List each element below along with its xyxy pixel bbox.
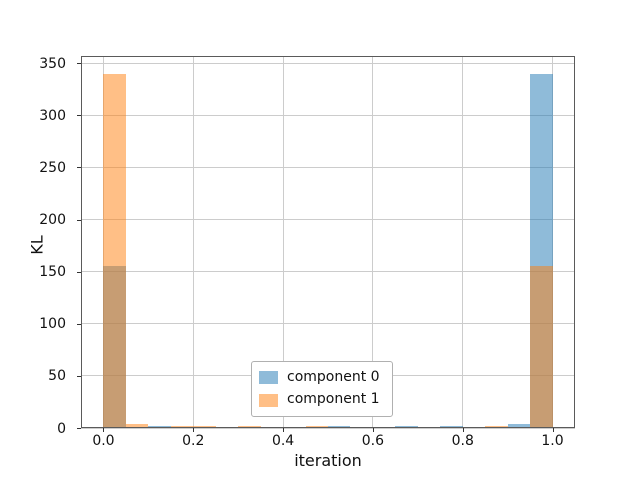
y-gridline	[81, 427, 575, 429]
x-tick-label: 0.4	[271, 433, 295, 449]
histogram-bar-component-1	[103, 73, 126, 428]
legend-swatch-component-0-icon	[259, 371, 278, 385]
y-tick-mark	[77, 219, 81, 221]
legend-entry-component-1: component 1	[259, 391, 380, 408]
y-gridline	[81, 271, 575, 273]
histogram-bar-component-0	[395, 425, 418, 428]
histogram-bar-component-1	[372, 426, 396, 428]
x-tick-label: 1.0	[541, 433, 564, 449]
y-tick-mark	[77, 428, 81, 429]
y-tick-label: 0	[57, 420, 66, 437]
y-gridline	[81, 323, 575, 325]
y-gridline	[81, 166, 575, 168]
legend: component 0 component 1	[251, 361, 393, 417]
x-gridline	[372, 56, 374, 428]
histogram-bar-component-0	[440, 426, 463, 428]
histogram-bar-component-1	[462, 426, 486, 428]
y-tick-label: 150	[39, 264, 66, 281]
y-gridline	[81, 114, 575, 116]
y-gridline	[81, 62, 575, 64]
x-tick-label: 0.8	[451, 433, 474, 449]
x-gridline	[462, 56, 464, 428]
x-tick-mark	[103, 428, 105, 432]
x-tick-mark	[283, 428, 285, 432]
x-tick-label: 0.2	[182, 433, 205, 449]
x-tick-label: 0.6	[361, 433, 385, 449]
y-tick-mark	[77, 375, 81, 377]
y-tick-mark	[77, 323, 81, 325]
histogram-bar-component-0	[148, 425, 171, 428]
y-tick-mark	[77, 167, 81, 169]
y-axis-label: KL	[27, 235, 47, 255]
histogram-bar-component-1	[530, 266, 553, 428]
y-tick-label: 50	[48, 368, 66, 385]
y-gridline	[81, 219, 575, 221]
y-tick-label: 100	[39, 316, 66, 333]
histogram-bar-component-1	[305, 426, 328, 428]
histogram-bar-component-1	[485, 426, 508, 428]
y-tick-label: 300	[39, 107, 66, 124]
y-tick-mark	[77, 271, 81, 273]
x-gridline	[552, 56, 554, 428]
x-gridline	[282, 56, 284, 428]
legend-label-component-1: component 1	[287, 391, 380, 408]
legend-entry-component-0: component 0	[259, 369, 380, 385]
histogram-bar-component-0	[507, 424, 531, 428]
histogram-bar-component-0	[328, 426, 351, 428]
x-tick-mark	[552, 428, 554, 432]
y-tick-label: 350	[39, 55, 66, 72]
histogram-bar-component-0	[417, 426, 441, 428]
legend-swatch-component-1-icon	[259, 393, 278, 407]
x-tick-mark	[462, 428, 464, 432]
y-tick-mark	[77, 63, 81, 65]
x-gridline	[192, 56, 194, 428]
x-tick-mark	[372, 428, 374, 432]
x-tick-mark	[193, 428, 195, 432]
x-axis-label: iteration	[294, 451, 362, 470]
x-tick-label: 0.0	[92, 433, 115, 449]
histogram-bar-component-1	[125, 423, 149, 428]
y-tick-mark	[77, 115, 81, 117]
histogram-bar-component-1	[193, 426, 216, 428]
histogram-bar-component-1	[170, 426, 194, 428]
y-tick-label: 250	[39, 159, 66, 176]
legend-label-component-0: component 0	[287, 369, 380, 385]
histogram-bar-component-1	[238, 425, 261, 428]
y-tick-label: 200	[39, 212, 66, 229]
histogram-bar-component-0	[260, 426, 284, 428]
